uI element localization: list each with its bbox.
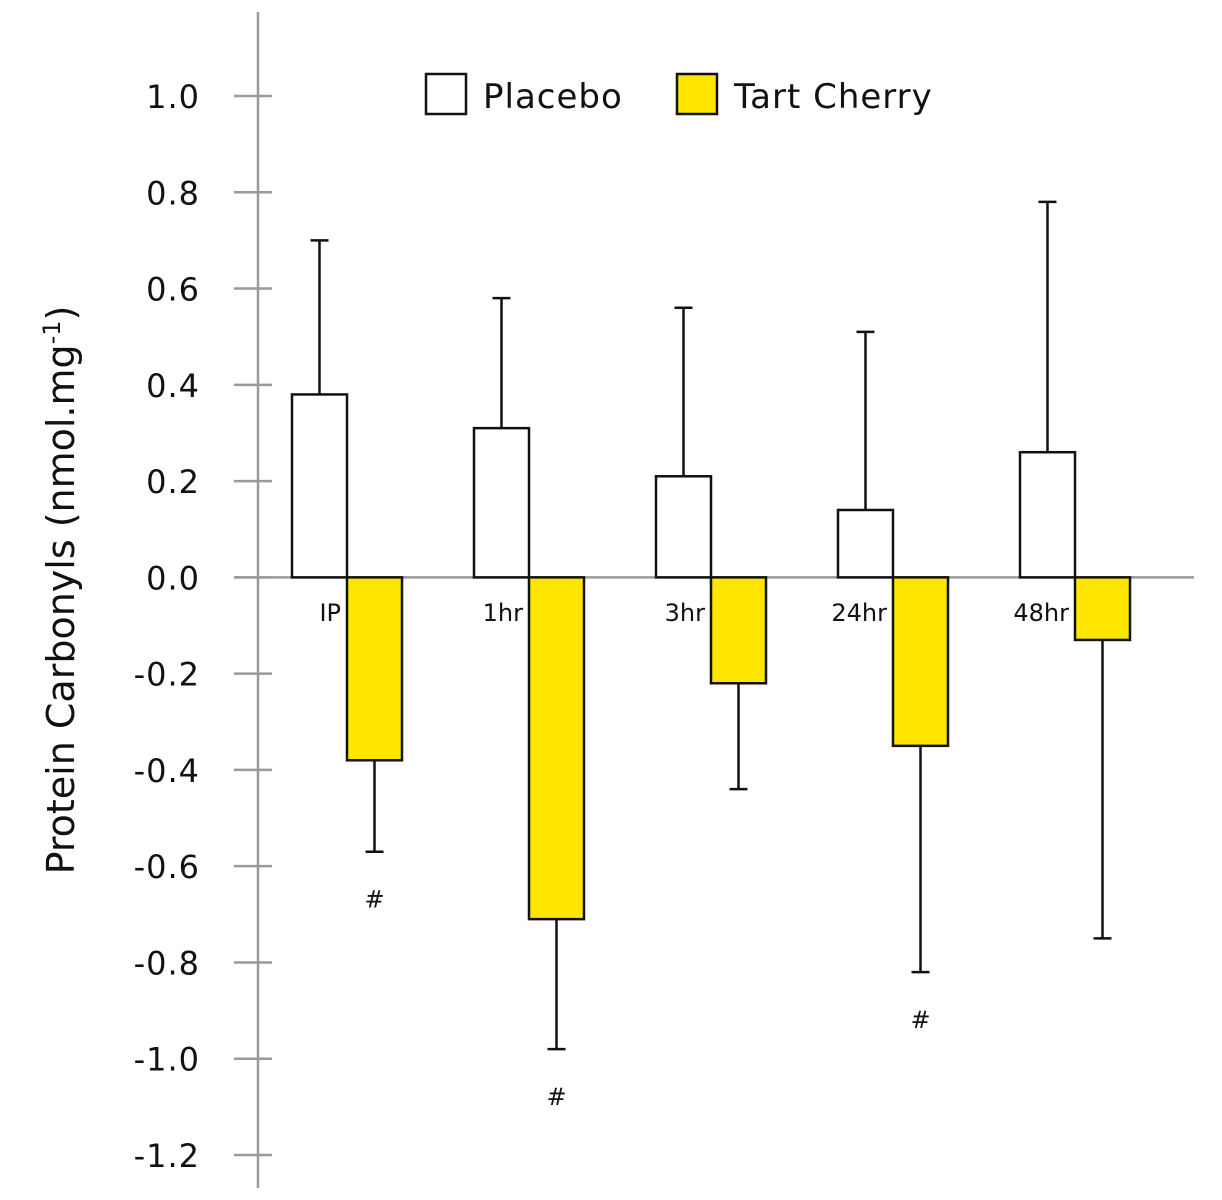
legend-label-placebo: Placebo bbox=[483, 77, 623, 117]
legend-label-tart-cherry: Tart Cherry bbox=[733, 77, 933, 117]
y-axis-title-main: Protein Carbonyls (nmol.mg bbox=[39, 344, 83, 874]
significance-marker: # bbox=[546, 1083, 566, 1111]
bar-placebo-ip bbox=[290, 393, 349, 579]
bar-placebo-1hr bbox=[472, 426, 531, 579]
legend: Placebo Tart Cherry bbox=[424, 72, 933, 117]
category-label: 24hr bbox=[831, 599, 887, 627]
bar-tart-cherry-3hr bbox=[709, 576, 768, 685]
y-axis-title: Protein Carbonyls (nmol.mg-1) bbox=[38, 306, 83, 875]
bar-tart-cherry-ip bbox=[345, 576, 404, 762]
bar-placebo-48hr bbox=[1018, 450, 1077, 579]
category-label: 48hr bbox=[1013, 599, 1069, 627]
y-tick-label: -1.2 bbox=[134, 1137, 200, 1175]
y-tick-label: -0.4 bbox=[134, 752, 200, 790]
y-tick-label: -0.8 bbox=[134, 944, 200, 982]
y-tick-label: -1.0 bbox=[134, 1041, 200, 1079]
y-axis-title-close: ) bbox=[39, 306, 83, 321]
bar-placebo-3hr bbox=[654, 475, 713, 579]
y-tick-label: 0.4 bbox=[146, 367, 200, 405]
y-tick-label: 0.2 bbox=[146, 463, 200, 501]
y-tick-label: 1.0 bbox=[146, 78, 200, 116]
significance-marker: # bbox=[910, 1006, 930, 1034]
legend-swatch-placebo bbox=[424, 72, 468, 116]
bar-tart-cherry-24hr bbox=[891, 576, 950, 748]
y-tick-label: 0.0 bbox=[146, 559, 200, 597]
axes-layer: 1.0 0.8 0.6 0.4 0.2 0.0 -0.2 -0.4 -0.6 -0.8 -1.0 -1… bbox=[134, 12, 1194, 1188]
y-axis-title-superscript: -1 bbox=[38, 320, 66, 344]
bar-tart-cherry-1hr bbox=[527, 576, 586, 921]
significance-marker: # bbox=[364, 886, 384, 914]
y-tick-label: 0.6 bbox=[146, 271, 200, 309]
category-label: 3hr bbox=[665, 599, 705, 627]
y-tick-label: -0.6 bbox=[134, 848, 200, 886]
bars-layer bbox=[290, 200, 1132, 1051]
bar-placebo-24hr bbox=[836, 508, 895, 579]
labels-layer: IP #1hr #3hr 24hr #48hr bbox=[319, 599, 1069, 1111]
category-label: IP bbox=[319, 599, 341, 627]
bar-tart-cherry-48hr bbox=[1073, 576, 1132, 642]
y-tick-label: 0.8 bbox=[146, 174, 200, 212]
y-tick-label: -0.2 bbox=[134, 656, 200, 694]
legend-swatch-tart-cherry bbox=[675, 72, 719, 116]
category-label: 1hr bbox=[483, 599, 523, 627]
